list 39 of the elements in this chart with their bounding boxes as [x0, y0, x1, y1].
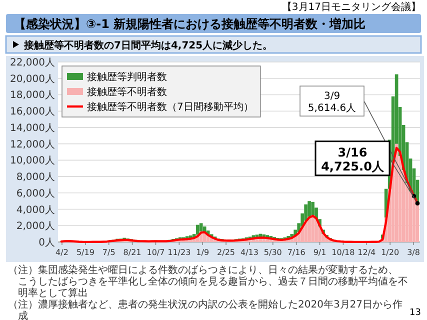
x-tick-label: 2/25 — [217, 248, 236, 257]
y-tick-label: 2,000人 — [16, 221, 55, 232]
y-tick-label: 14,000人 — [10, 122, 55, 134]
chart-subtitle: 接触歴等不明者数の7日間平均は4,725人に減少した。 — [23, 40, 273, 52]
legend-label: 接触歴等判明者数 — [87, 71, 167, 83]
x-tick-label: 1/20 — [381, 248, 400, 257]
x-tick-label: 4/13 — [240, 248, 258, 257]
y-tick-label: 18,000人 — [10, 90, 55, 102]
x-tick-label: 12/4 — [358, 248, 376, 257]
legend-label: 接触歴等不明者数（7日間移動平均） — [87, 101, 254, 113]
x-tick-label: 1/9 — [196, 248, 210, 257]
text: （注）集団感染発生や曜日による件数のばらつきにより、日々の結果が変動するため、こうしたばらつきを平準化し全体の傾向を見る趣旨から、過去７日間の移動平均値を不明率として算出 — [8, 264, 408, 299]
text: 【3月17日モニタリング会議】 — [282, 1, 421, 13]
annotation: 3/16 4,725.0人 — [321, 145, 385, 174]
x-tick-label: 11/23 — [168, 248, 191, 257]
y-tick-label: 16,000人 — [10, 106, 55, 118]
x-tick-label: 3/8 — [407, 248, 420, 257]
y-tick-label: 10,000人 — [10, 156, 55, 167]
y-tick-label: 22,000人 — [10, 58, 55, 68]
y-tick-label: 12,000人 — [10, 139, 55, 150]
text: （注）濃厚接触者など、患者の発生状況の内訳の公表を開始した2020年3月27日から作成 — [8, 298, 403, 320]
x-tick-label: 5/30 — [264, 248, 282, 257]
x-tick-label: 5/19 — [76, 248, 94, 257]
x-tick-label: 7/5 — [102, 248, 116, 257]
chart-title: 【感染状況】③-1 新規陽性者における接触歴等不明者数・増加比 — [14, 17, 366, 31]
x-tick-label: 8/21 — [123, 248, 142, 257]
y-tick-label: 8,000人 — [16, 172, 55, 184]
y-tick-label: 4,000人 — [16, 204, 55, 216]
y-tick-label: 6,000人 — [16, 188, 55, 200]
legend-label: 接触歴等不明者数 — [87, 86, 167, 98]
annotation: 3/9 5,614.6人 — [308, 91, 356, 114]
x-tick-label: 10/18 — [332, 248, 355, 257]
y-tick-label: 20,000人 — [10, 74, 55, 85]
x-tick-label: 9/1 — [313, 248, 326, 257]
text: 13 — [410, 308, 421, 318]
x-tick-label: 7/16 — [287, 248, 306, 257]
x-tick-label: 4/2 — [56, 248, 68, 257]
y-tick-label: 0人 — [38, 238, 55, 248]
x-tick-label: 10/7 — [146, 248, 165, 257]
